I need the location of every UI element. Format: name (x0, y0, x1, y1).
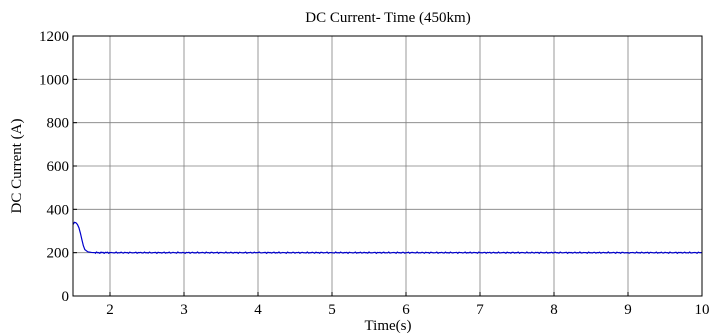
x-tick-label: 9 (624, 302, 632, 318)
y-tick-label: 0 (62, 289, 70, 305)
x-tick-label: 10 (695, 302, 710, 318)
y-axis-label: DC Current (A) (9, 119, 25, 214)
ticks: 2 3 4 5 6 7 8 9 10 0 200 400 600 800 1000 1200 (39, 29, 710, 318)
y-tick-label: 600 (47, 159, 70, 175)
x-tick-label: 8 (550, 302, 558, 318)
x-tick-label: 4 (254, 302, 262, 318)
chart-title: DC Current- Time (450km) (305, 10, 470, 26)
x-tick-label: 5 (328, 302, 336, 318)
x-tick-label: 6 (402, 302, 410, 318)
x-axis-label: Time(s) (365, 318, 412, 334)
y-tick-label: 200 (47, 246, 70, 262)
series-line (72, 221, 703, 255)
y-tick-label: 1000 (39, 72, 69, 88)
x-tick-label: 3 (180, 302, 188, 318)
x-tick-label: 2 (106, 302, 114, 318)
y-tick-label: 400 (47, 202, 70, 218)
y-tick-label: 1200 (39, 29, 69, 45)
grid (73, 36, 702, 296)
y-tick-label: 800 (47, 116, 70, 132)
x-tick-label: 7 (476, 302, 484, 318)
series-layer (72, 221, 703, 255)
